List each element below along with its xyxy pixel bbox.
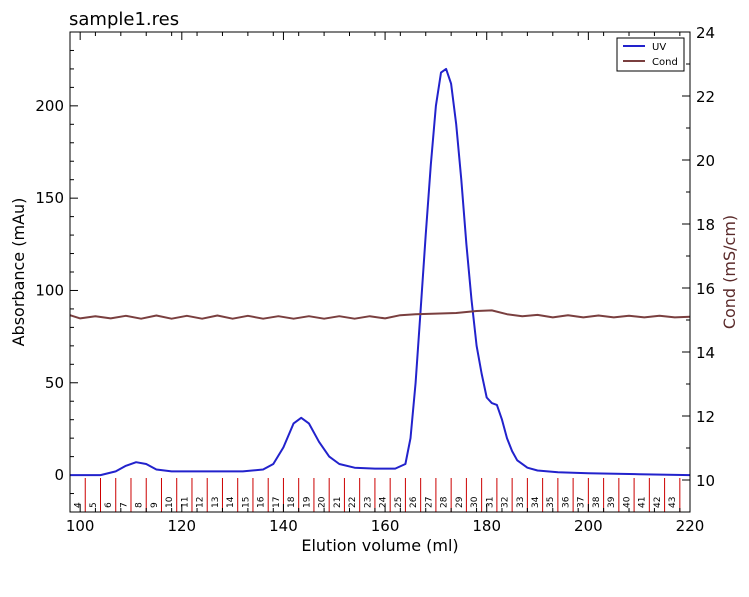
- fraction-label: 43: [668, 497, 678, 508]
- x-tick-label: 100: [66, 517, 95, 535]
- fraction-label: 37: [577, 497, 587, 508]
- y-tick-label: 50: [45, 374, 64, 392]
- fraction-label: 10: [165, 496, 175, 508]
- y2-tick-label: 12: [696, 408, 715, 426]
- fraction-label: 7: [119, 502, 129, 508]
- y2-tick-label: 22: [696, 88, 715, 106]
- fraction-label: 28: [440, 496, 450, 508]
- series-line-cond: [69, 309, 691, 320]
- fraction-label: 13: [211, 497, 221, 508]
- legend-box: [616, 37, 685, 72]
- fraction-label: 36: [561, 496, 571, 508]
- fraction-label: 14: [226, 496, 236, 508]
- series-lines: [69, 67, 691, 477]
- fraction-label: 8: [135, 502, 145, 508]
- fraction-label: 31: [485, 497, 495, 508]
- series-line-uv: [70, 67, 691, 477]
- y-tick-label: 100: [35, 281, 64, 299]
- fraction-label: 26: [409, 496, 419, 508]
- fraction-label: 18: [287, 496, 297, 508]
- fraction-label: 35: [546, 497, 556, 508]
- fraction-label: 39: [607, 496, 617, 508]
- fraction-label: 23: [363, 497, 373, 508]
- chart-title: sample1.res: [69, 9, 179, 30]
- fraction-label: 34: [531, 496, 541, 508]
- fraction-label: 6: [104, 502, 114, 508]
- y2-axis-label: Cond (mS/cm): [720, 215, 739, 329]
- fraction-label: 27: [424, 497, 434, 508]
- fraction-label: 4: [74, 502, 84, 508]
- fraction-label: 5: [89, 502, 99, 508]
- fraction-label: 15: [241, 497, 251, 508]
- legend: UV Cond: [616, 37, 685, 72]
- x-tick-label: 140: [269, 517, 298, 535]
- x-tick-label: 180: [472, 517, 501, 535]
- x-tick-label: 120: [167, 517, 196, 535]
- y2-tick-label: 16: [696, 280, 715, 298]
- fraction-label: 38: [592, 496, 602, 508]
- fraction-label: 11: [180, 497, 190, 508]
- x-axis-label: Elution volume (ml): [301, 536, 458, 555]
- y2-tick-label: 24: [696, 24, 715, 42]
- fraction-label: 24: [379, 496, 389, 508]
- x-tick-label: 220: [676, 517, 705, 535]
- fraction-label: 30: [470, 496, 480, 508]
- y2-tick-label: 18: [696, 216, 715, 234]
- fraction-label: 19: [302, 496, 312, 508]
- fraction-label: 20: [318, 496, 328, 508]
- fraction-label: 12: [196, 497, 206, 508]
- fraction-label: 32: [501, 497, 511, 508]
- y-tick-label: 0: [54, 466, 64, 484]
- fraction-label: 16: [257, 496, 267, 508]
- fraction-label: 40: [622, 496, 632, 508]
- fraction-label: 29: [455, 496, 465, 508]
- fraction-label: 42: [653, 497, 663, 508]
- y-axis-label: Absorbance (mAu): [9, 198, 28, 347]
- x-tick-label: 200: [574, 517, 603, 535]
- fraction-markers: 4 5 6 7 8 9 10 11 12 13 14 15 16 17 18 19 20 21 22 23 24 25 26…: [69, 478, 681, 512]
- fraction-label: 21: [333, 497, 343, 508]
- axis-ticks: 100 120 140 160 180 200 220 0 50 100 150 200 10 12 14 1…: [35, 24, 715, 535]
- y-tick-label: 150: [35, 189, 64, 207]
- x-tick-label: 160: [371, 517, 400, 535]
- legend-label-uv: UV: [652, 42, 666, 53]
- plot-area: [70, 32, 690, 512]
- fraction-label: 9: [150, 502, 160, 508]
- y2-tick-label: 20: [696, 152, 715, 170]
- fraction-label: 33: [516, 497, 526, 508]
- y2-tick-label: 10: [696, 472, 715, 490]
- fraction-label: 17: [272, 497, 282, 508]
- fraction-label: 25: [394, 497, 404, 508]
- plot-frame: [69, 31, 691, 513]
- y-tick-label: 200: [35, 97, 64, 115]
- y2-tick-label: 14: [696, 344, 715, 362]
- fraction-label: 22: [348, 497, 358, 508]
- legend-label-cond: Cond: [652, 57, 678, 68]
- fraction-label: 41: [638, 497, 648, 508]
